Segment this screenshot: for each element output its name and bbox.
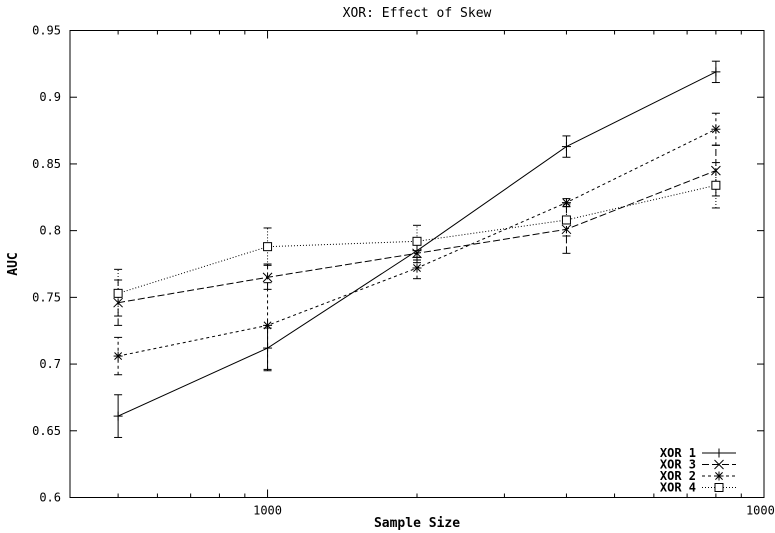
data-point xyxy=(412,263,422,273)
error-bar xyxy=(711,112,720,146)
legend-label: XOR 3 xyxy=(660,458,696,472)
data-point xyxy=(561,215,571,225)
series-3 xyxy=(113,112,721,376)
x-axis: 1000 10000 xyxy=(117,30,775,518)
y-tick-label: 0.9 xyxy=(39,90,61,104)
error-bar xyxy=(114,268,123,317)
legend-label: XOR 2 xyxy=(660,469,696,483)
data-point xyxy=(113,351,123,361)
plot-area xyxy=(113,60,721,438)
data-point xyxy=(262,272,273,283)
chart-title: XOR: Effect of Skew xyxy=(343,6,492,21)
y-tick-label: 0.75 xyxy=(32,290,61,304)
y-tick-label: 0.65 xyxy=(32,424,61,438)
error-bar xyxy=(711,162,720,209)
series-4 xyxy=(113,162,721,317)
y-tick-label: 0.7 xyxy=(39,357,61,371)
legend-label: XOR 4 xyxy=(660,481,696,495)
legend-marker xyxy=(714,471,724,481)
data-point xyxy=(412,248,422,259)
data-point xyxy=(412,236,422,246)
series-line xyxy=(118,170,717,304)
legend-marker xyxy=(714,448,724,458)
y-tick-label: 0.95 xyxy=(32,24,61,38)
data-point xyxy=(113,411,123,421)
legend-label: XOR 1 xyxy=(660,446,696,460)
data-point xyxy=(711,124,721,134)
x-axis-label: Sample Size xyxy=(374,516,460,531)
y-tick-label: 0.85 xyxy=(32,157,61,171)
x-tick-label: 10000 xyxy=(746,504,775,518)
legend-item: XOR 4 xyxy=(660,481,736,495)
y-tick-label: 0.8 xyxy=(39,224,61,238)
data-point xyxy=(711,67,721,77)
error-bar xyxy=(562,203,571,237)
legend-item: XOR 2 xyxy=(660,469,736,483)
y-axis-label: AUC xyxy=(6,252,21,275)
data-point xyxy=(561,142,571,152)
y-axis: 0.6 0.65 0.7 0.75 0.8 0.85 0.9 0.95 xyxy=(32,24,764,505)
legend-item: XOR 3 xyxy=(660,458,736,472)
data-point xyxy=(263,242,273,252)
error-bar xyxy=(413,224,421,258)
y-tick-label: 0.6 xyxy=(39,491,61,505)
legend-item: XOR 1 xyxy=(660,446,736,460)
x-tick-label: 1000 xyxy=(253,504,282,518)
legend-marker xyxy=(714,459,724,470)
legend-marker xyxy=(714,483,724,492)
data-point xyxy=(113,288,123,298)
data-point xyxy=(711,165,721,176)
data-point xyxy=(711,180,721,190)
data-point xyxy=(113,297,123,308)
series-2 xyxy=(113,144,721,326)
data-point xyxy=(263,320,273,330)
